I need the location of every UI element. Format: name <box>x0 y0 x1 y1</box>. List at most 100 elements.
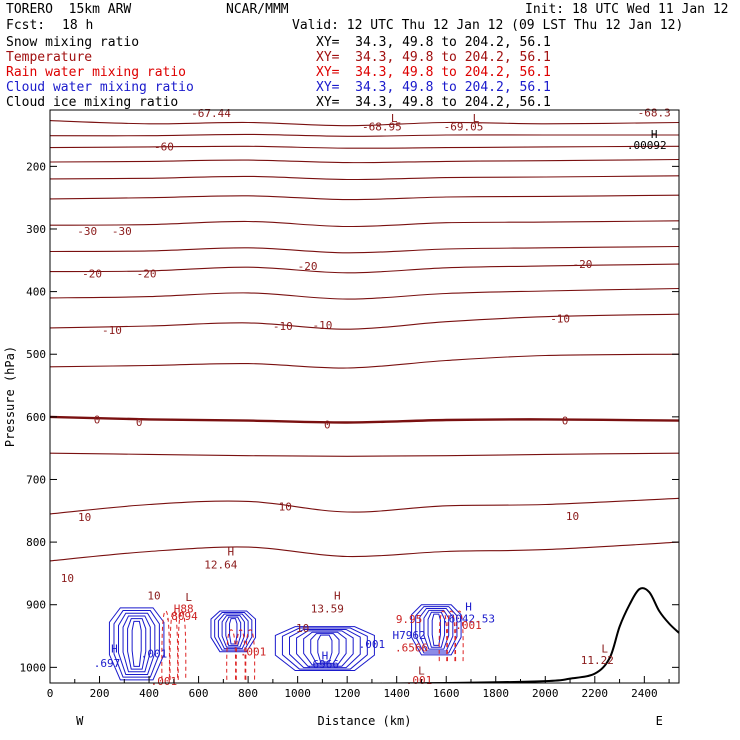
cloud-water-contour-2-2 <box>289 628 361 669</box>
contour-label: -67.44 <box>191 107 231 120</box>
rain-contour-1-2 <box>245 629 256 680</box>
rain-contour-1-1 <box>235 629 246 680</box>
cloud-water-contour-2-5 <box>310 633 340 664</box>
isotherm-5 <box>50 452 679 457</box>
x-tick-label-800: 800 <box>238 687 258 700</box>
cloud-water-contour-1-1 <box>214 612 253 651</box>
contour-label: 0 <box>562 415 569 428</box>
contour-label: 10 <box>147 589 160 602</box>
contour-label: 12.64 <box>204 559 237 572</box>
isotherm--40 <box>50 175 679 181</box>
valid-time: Valid: 12 UTC Thu 12 Jan 12 (09 LST Thu … <box>292 18 684 33</box>
contour-label: H <box>334 589 341 602</box>
contour-label: 11.22 <box>581 654 614 667</box>
field-xy-snow: XY= 34.3, 49.8 to 204.2, 56.1 <box>316 35 551 50</box>
cloud-water-contour-0-2 <box>118 612 156 675</box>
isotherm--10 <box>50 313 679 330</box>
contour-label: L <box>185 591 192 604</box>
field-name-cloud-ice: Cloud ice mixing ratio <box>6 95 179 110</box>
contour-label: 0 <box>94 413 101 426</box>
cloud-water-contour-0-3 <box>122 615 151 673</box>
x-axis-label: Distance (km) <box>318 714 412 728</box>
forecast-label: Fcst: <box>6 18 46 33</box>
x-tick-label-1600: 1600 <box>433 687 460 700</box>
rain-contour-1-0 <box>226 629 237 680</box>
x-tick-label-400: 400 <box>139 687 159 700</box>
contour-label: .001 <box>240 646 267 659</box>
cloud-water-contour-2-0 <box>274 626 375 671</box>
cloud-water-contour-2-6 <box>317 634 333 663</box>
contour-label: L <box>473 112 480 125</box>
cloud-water-contour-0-4 <box>127 618 147 670</box>
x-tick-label-1400: 1400 <box>383 687 410 700</box>
contour-label: L <box>391 112 398 125</box>
contour-label: -30 <box>77 225 97 238</box>
endpoint-east-label: E <box>656 714 663 728</box>
contour-label: H <box>465 601 472 614</box>
contour-label: .697 <box>94 657 121 670</box>
isotherm--25 <box>50 245 679 254</box>
contour-label: -20 <box>82 267 102 280</box>
isotherm--50 <box>50 145 679 149</box>
cloud-water-contour-1-2 <box>217 613 249 650</box>
y-tick-label-400: 400 <box>26 286 46 299</box>
contour-label: .001 <box>141 648 168 661</box>
contour-label: H7962 <box>393 629 426 642</box>
contour-label: 10 <box>279 500 292 513</box>
contour-label: .001 <box>359 638 386 651</box>
contour-label: 10 <box>61 572 74 585</box>
contour-label: -30 <box>112 225 132 238</box>
field-xy-cloud-water: XY= 34.3, 49.8 to 204.2, 56.1 <box>316 80 551 95</box>
center-name: NCAR/MMM <box>226 2 289 17</box>
y-tick-label-700: 700 <box>26 473 46 486</box>
field-name-rain: Rain water mixing ratio <box>6 65 187 80</box>
contour-label: 10 <box>296 622 309 635</box>
cloud-water-contour-2-3 <box>296 630 354 667</box>
contour-label: L <box>418 664 425 677</box>
forecast-hour: 18 h <box>62 18 94 33</box>
endpoint-west-label: W <box>76 714 84 728</box>
contour-label: H88 <box>174 602 194 615</box>
rain-contour-2-2 <box>455 610 464 662</box>
contour-label: -20 <box>137 267 157 280</box>
cloud-water-contour-1-5 <box>229 618 238 645</box>
plot-frame <box>49 109 680 684</box>
contour-label: 0 <box>324 418 331 431</box>
cloud-water-contour-3-5 <box>431 613 441 646</box>
contour-label: -69.05 <box>444 120 484 133</box>
contour-label: -68.3 <box>638 107 671 120</box>
y-axis-label: Pressure (hPa) <box>3 346 17 447</box>
contour-label: H <box>322 649 329 662</box>
isotherm--30 <box>50 220 679 228</box>
x-tick-label-1200: 1200 <box>334 687 361 700</box>
contour-label: .001 <box>406 674 433 687</box>
contour-label: .6966 <box>306 658 339 671</box>
cloud-water-contour-3-4 <box>427 611 446 648</box>
rain-contour-2-0 <box>438 610 448 662</box>
field-name-snow: Snow mixing ratio <box>6 35 140 50</box>
isotherm--55 <box>50 133 679 137</box>
x-tick-label-1800: 1800 <box>482 687 509 700</box>
cloud-water-contour-2-1 <box>281 627 368 670</box>
contour-label: .001 <box>455 619 482 632</box>
field-xy-temperature: XY= 34.3, 49.8 to 204.2, 56.1 <box>316 50 551 65</box>
y-tick-label-200: 200 <box>26 160 46 173</box>
x-tick-label-1000: 1000 <box>284 687 311 700</box>
contour-label: 9.95 <box>396 613 423 626</box>
y-tick-label-500: 500 <box>26 348 46 361</box>
contour-label: 0 <box>136 416 143 429</box>
contour-label: L <box>601 643 608 656</box>
field-name-temperature: Temperature <box>6 50 93 65</box>
x-tick-label-2200: 2200 <box>582 687 609 700</box>
isotherm-15 <box>50 541 679 562</box>
cloud-water-contour-0-5 <box>131 620 142 667</box>
x-tick-label-200: 200 <box>90 687 110 700</box>
terrain-line <box>290 587 679 683</box>
cloud-water-contour-1-0 <box>210 610 257 653</box>
field-xy-rain: XY= 34.3, 49.8 to 204.2, 56.1 <box>316 65 551 80</box>
cloud-water-contour-3-0 <box>411 604 462 656</box>
contour-label: .00092 <box>627 139 667 152</box>
field-xy-cloud-ice: XY= 34.3, 49.8 to 204.2, 56.1 <box>316 95 551 110</box>
contour-label: .6042.53 <box>442 612 495 625</box>
